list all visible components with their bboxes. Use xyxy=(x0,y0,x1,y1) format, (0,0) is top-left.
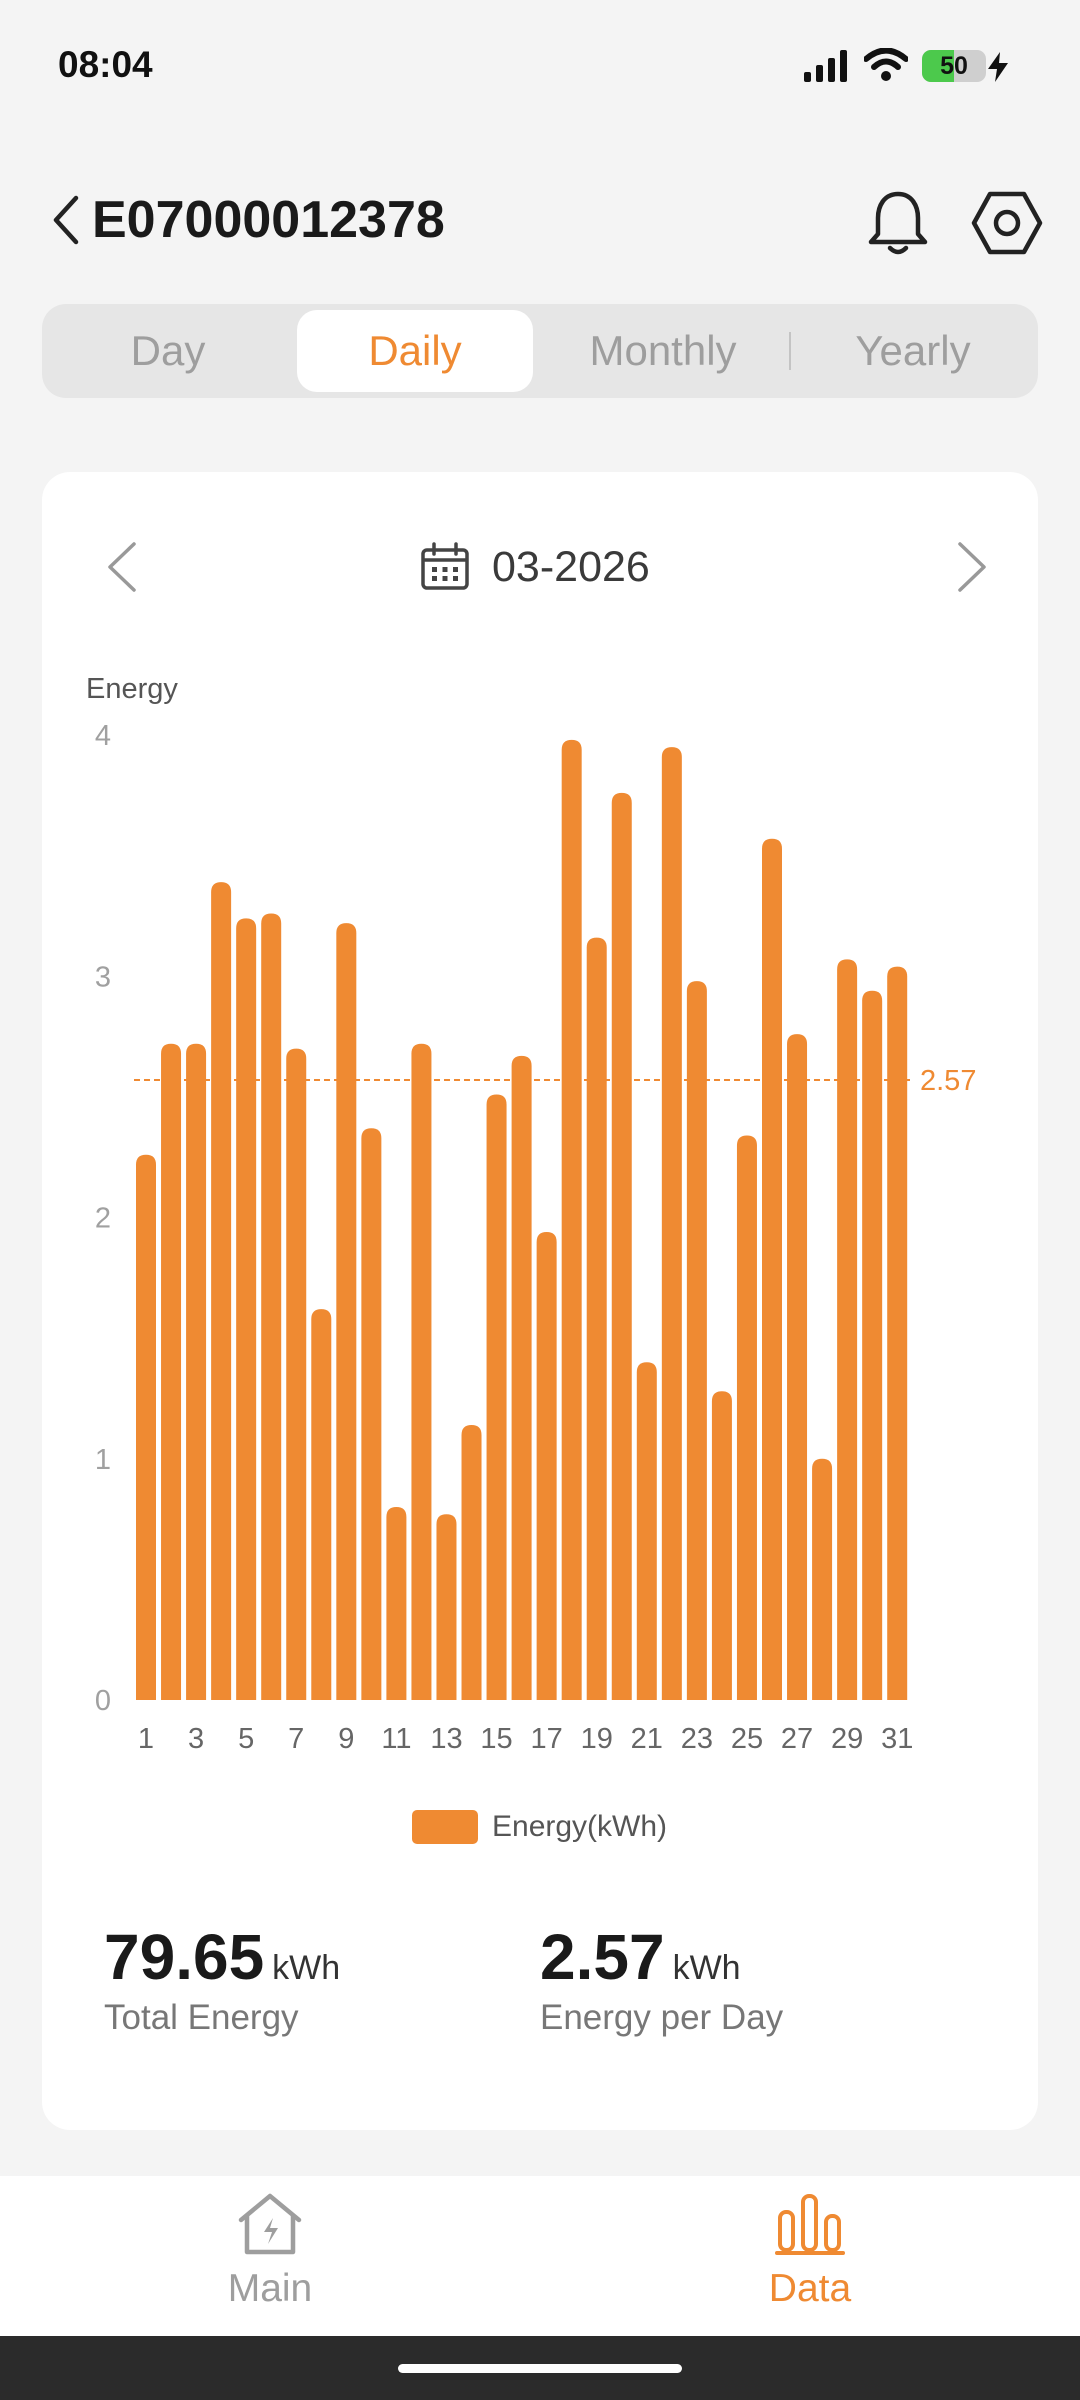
total-energy-label: Total Energy xyxy=(104,1998,299,2037)
chart-bar-day-5[interactable] xyxy=(236,918,257,1700)
legend-swatch xyxy=(412,1810,478,1844)
chart-bar-day-1[interactable] xyxy=(136,1154,156,1700)
tab-day[interactable]: Day xyxy=(130,327,206,374)
status-time: 08:04 xyxy=(58,44,153,85)
chart-bar-day-26[interactable] xyxy=(762,838,782,1700)
battery-fill xyxy=(922,50,954,82)
energy-per-day-unit: kWh xyxy=(672,1949,741,1987)
home-indicator[interactable] xyxy=(398,2364,682,2373)
chart-bar-day-3[interactable] xyxy=(186,1043,207,1700)
signal-icon xyxy=(804,50,847,82)
chart-bar-day-21[interactable] xyxy=(636,1362,657,1700)
chart-bar-day-17[interactable] xyxy=(536,1231,557,1700)
next-month-button[interactable] xyxy=(942,532,1002,602)
chart-bar-day-10[interactable] xyxy=(361,1128,382,1700)
wifi-icon xyxy=(864,48,908,81)
energy-per-day-value: 2.57 xyxy=(540,1921,665,1993)
tab-yearly[interactable]: Yearly xyxy=(855,327,971,374)
chevron-left-icon xyxy=(108,542,136,592)
device-title: E07000012378 xyxy=(92,191,445,249)
chart-bar-day-8[interactable] xyxy=(311,1309,332,1700)
battery-icon: 50 xyxy=(922,50,986,82)
nav-item-data[interactable]: Data xyxy=(690,2192,930,2332)
chart-bar-day-2[interactable] xyxy=(161,1043,182,1700)
chart-bar-day-23[interactable] xyxy=(686,981,707,1700)
chart-bar-day-16[interactable] xyxy=(511,1055,532,1700)
chart-bar-day-25[interactable] xyxy=(736,1135,757,1700)
chart-bar-day-19[interactable] xyxy=(586,937,607,1700)
energy-per-day-label: Energy per Day xyxy=(540,1998,784,2037)
bottom-nav: Main Data xyxy=(0,2176,1080,2336)
nav-label-data: Data xyxy=(768,2267,852,2310)
date-selector[interactable]: 03-2026 xyxy=(420,532,650,602)
calendar-icon xyxy=(421,542,469,590)
bell-icon xyxy=(868,191,928,255)
back-chevron-icon xyxy=(53,195,79,245)
home-bolt-icon xyxy=(238,2193,302,2255)
legend-label: Energy(kWh) xyxy=(492,1810,668,1843)
chart-bar-day-22[interactable] xyxy=(661,747,682,1700)
header: E07000012378 xyxy=(0,170,1080,270)
charging-bolt-icon xyxy=(988,52,1008,82)
battery-level: 50 xyxy=(940,52,968,80)
bar-chart-icon xyxy=(775,2194,845,2255)
period-tabs: Day Daily Monthly Yearly xyxy=(42,304,1038,398)
chart-bar-day-11[interactable] xyxy=(386,1507,407,1700)
chart-bar-day-28[interactable] xyxy=(812,1458,833,1700)
chart-bar-day-24[interactable] xyxy=(711,1391,732,1700)
chart-bar-day-9[interactable] xyxy=(336,923,357,1700)
chart-bar-day-29[interactable] xyxy=(837,959,858,1700)
total-energy-unit: kWh xyxy=(272,1949,341,1987)
settings-hexagon-icon xyxy=(971,191,1043,255)
nav-label-main: Main xyxy=(227,2267,313,2310)
chart-bar-day-15[interactable] xyxy=(486,1094,507,1700)
selected-date: 03-2026 xyxy=(492,542,650,591)
chart-bar-day-27[interactable] xyxy=(787,1034,808,1700)
chart-bar-day-6[interactable] xyxy=(261,913,282,1700)
chart-bar-day-7[interactable] xyxy=(286,1048,307,1700)
chart-bar-day-13[interactable] xyxy=(436,1514,457,1700)
notifications-button[interactable] xyxy=(866,188,930,258)
chart-bar-day-30[interactable] xyxy=(862,990,883,1700)
back-button[interactable] xyxy=(44,190,88,250)
tab-monthly[interactable]: Monthly xyxy=(589,327,737,374)
status-bar: 08:04 50 xyxy=(0,0,1080,130)
tab-daily[interactable]: Daily xyxy=(297,310,533,392)
chart-bar-day-14[interactable] xyxy=(461,1424,482,1700)
chart-bar-day-18[interactable] xyxy=(561,739,582,1700)
chevron-right-icon xyxy=(958,542,986,592)
energy-summary: 79.65 kWh Total Energy 2.57 kWh Energy per… xyxy=(0,1920,1080,2060)
chart-bar-day-20[interactable] xyxy=(611,792,632,1700)
chart-bar-day-12[interactable] xyxy=(411,1043,432,1700)
chart-legend: Energy(kWh) xyxy=(412,1810,667,1844)
chart-bar-day-4[interactable] xyxy=(211,882,232,1700)
settings-button[interactable] xyxy=(970,188,1044,258)
total-energy-value: 79.65 xyxy=(104,1921,265,1993)
nav-item-main[interactable]: Main xyxy=(150,2192,390,2332)
chart-bar-day-31[interactable] xyxy=(887,966,908,1700)
energy-per-day-stat: 2.57 kWh Energy per Day xyxy=(540,1920,783,2038)
total-energy-stat: 79.65 kWh Total Energy xyxy=(104,1920,340,2038)
previous-month-button[interactable] xyxy=(92,532,152,602)
tab-divider xyxy=(789,332,791,370)
